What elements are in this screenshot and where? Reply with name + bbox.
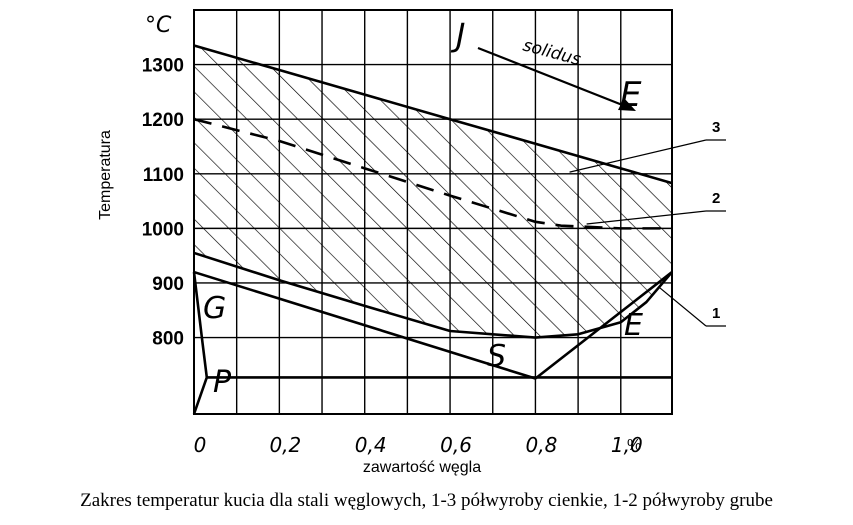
y-tick-label: 1100	[143, 165, 184, 186]
callout-leader	[658, 286, 707, 327]
callout-label-2: 2	[712, 190, 720, 207]
solidus-arrow-head	[618, 98, 636, 111]
curves	[192, 44, 673, 415]
figure-caption: Zakres temperatur kucia dla stali węglow…	[80, 490, 773, 511]
y-tick-label: 1300	[142, 56, 184, 77]
x-tick-label: 0,8	[526, 433, 558, 457]
x-axis-title: zawartość węgla	[363, 459, 481, 476]
callout-label-3: 3	[712, 119, 720, 136]
x-tick-label: 1,0	[611, 433, 643, 457]
x-tick-label: 0,2	[269, 433, 301, 457]
forging-temperature-chart: 800 900 1000 1100 1200 1300 0 0,2 0,4 0,6 0,8 1,0 3…	[97, 9, 726, 476]
letter-g: G	[203, 291, 226, 326]
hatch-fill	[194, 45, 672, 338]
curve-3	[193, 44, 673, 185]
callout-label-1: 1	[712, 305, 720, 322]
callout-leader	[569, 139, 707, 173]
curve-1	[193, 251, 673, 339]
y-tick-label: 900	[152, 274, 184, 295]
x-tick-label: 0,6	[440, 433, 472, 457]
letter-e-lower: E	[624, 308, 643, 343]
callout-leader	[586, 210, 707, 225]
y-tick-label: 800	[152, 329, 184, 350]
y-tick-label: 1200	[142, 110, 184, 131]
curve-SE	[534, 271, 673, 380]
curve-P-base	[192, 376, 209, 415]
tick-labels: 800 900 1000 1100 1200 1300 0 0,2 0,4 0,6 0,8 1,0	[142, 56, 643, 457]
x-tick-label: 0	[194, 433, 207, 457]
solidus-arrow-line	[477, 46, 631, 110]
letter-p: P	[213, 365, 232, 400]
hatched-region	[194, 45, 672, 338]
y-unit-label: °C	[145, 13, 172, 38]
curve-2	[193, 117, 672, 230]
y-axis-title: Temperatura	[97, 130, 114, 220]
letter-s: S	[487, 339, 506, 374]
plot-frame	[193, 9, 673, 415]
x-unit-label: %	[627, 437, 641, 454]
y-tick-label: 1000	[142, 219, 184, 240]
curve-GP	[192, 271, 209, 378]
letter-j: J	[450, 16, 465, 54]
x-tick-label: 0,4	[355, 433, 387, 457]
curve-GS	[193, 270, 536, 380]
